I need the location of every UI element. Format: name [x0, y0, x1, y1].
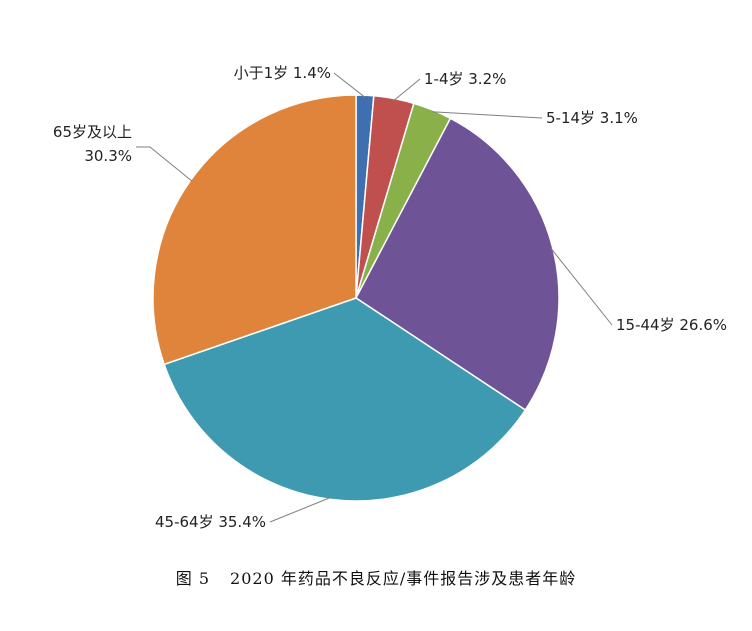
- pie-chart: 小于1岁 1.4% 1-4岁 3.2% 5-14岁 3.1% 15-44岁 26.6%…: [53, 64, 727, 531]
- slice-label-15-44: 15-44岁 26.6%: [616, 316, 727, 334]
- leader-lines: [136, 72, 613, 523]
- pie-slice-45-64: [163, 297, 527, 502]
- leader-line-45-64: [269, 496, 331, 523]
- leader-line-5-14: [431, 111, 543, 119]
- leader-line-1-4: [393, 78, 421, 101]
- pie-slices: [152, 94, 560, 502]
- leader-line-15-44: [550, 247, 613, 326]
- slice-labels: 小于1岁 1.4% 1-4岁 3.2% 5-14岁 3.1% 15-44岁 26.6%…: [53, 64, 727, 531]
- figure-caption: 图 5 2020 年药品不良反应/事件报告涉及患者年龄: [0, 565, 752, 589]
- slice-label-1-4: 1-4岁 3.2%: [424, 70, 506, 88]
- slice-label-45-64: 45-64岁 35.4%: [155, 513, 266, 531]
- slice-label-5-14: 5-14岁 3.1%: [546, 109, 638, 127]
- pie-slice-15-44: [355, 117, 560, 412]
- leader-line-under-1: [333, 72, 366, 98]
- figure-caption-text: 2020 年药品不良反应/事件报告涉及患者年龄: [230, 569, 577, 588]
- leader-line-65-plus: [136, 146, 193, 182]
- slice-label-65-plus: 65岁及以上 30.3%: [53, 123, 132, 165]
- slice-label-under-1: 小于1岁 1.4%: [234, 64, 331, 82]
- figure-number: 图 5: [175, 569, 211, 588]
